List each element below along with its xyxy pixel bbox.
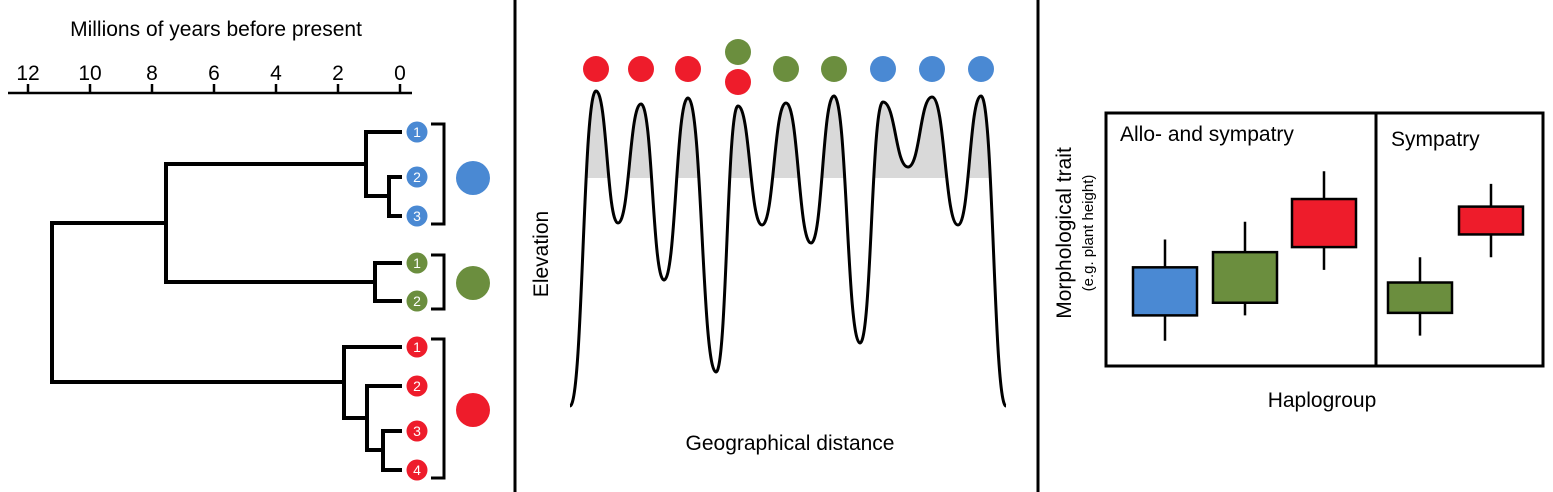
green-peak-dot: [773, 56, 799, 82]
blue-peak-dot: [968, 56, 994, 82]
time-tick-label: 4: [270, 62, 282, 85]
green-clade-bracket: [431, 253, 446, 311]
green-peak-dot: [725, 39, 751, 65]
panel-title-sympatry: Sympatry: [1391, 128, 1480, 151]
red-tip-circle: [406, 420, 428, 442]
ridge-fill: [575, 91, 995, 178]
green-tip-label: 2: [413, 293, 421, 309]
phylogeny-panel: Millions of years before present 12 10 8 6 4…: [8, 18, 490, 481]
red-peak-dot: [725, 69, 751, 95]
blue-peak-dot: [870, 56, 896, 82]
blue-tip-circle: [406, 121, 428, 143]
landscape-ylabel: Elevation: [530, 211, 553, 297]
boxplot-xlabel: Haplogroup: [1268, 389, 1377, 412]
boxplot-panel: Allo- and sympatry Sympatry Morphologica…: [1053, 111, 1545, 412]
green-box: [1386, 281, 1454, 315]
red-box: [1457, 205, 1525, 236]
blue-clade-bracket: [431, 122, 446, 226]
red-tip-circle: [406, 459, 428, 481]
tree-branch: [373, 261, 402, 303]
green-tip-circle: [406, 252, 428, 274]
red-tip-label: 3: [413, 423, 421, 439]
boxplot-ylabel-sub: (e.g. plant height): [1080, 175, 1097, 292]
blue-peak-dot: [919, 56, 945, 82]
red-peak-dot: [583, 56, 609, 82]
red-tip-circle: [406, 336, 428, 358]
blue-box: [1131, 266, 1199, 317]
blue-tip-circle: [406, 166, 428, 188]
green-tip-label: 1: [413, 255, 421, 271]
tree-branch: [50, 221, 346, 384]
time-tick-label: 8: [146, 62, 158, 85]
boxplot-frame: [1104, 111, 1545, 368]
red-peak-dot: [675, 56, 701, 82]
red-peak-dot: [628, 56, 654, 82]
green-clade-marker: [456, 266, 490, 300]
red-tip-label: 4: [413, 462, 421, 478]
blue-tip-label: 1: [413, 124, 421, 140]
tree-axis-title: Millions of years before present: [70, 18, 362, 41]
tree-branch: [342, 345, 402, 420]
tree-branch: [164, 162, 377, 284]
time-tick-label: 10: [78, 62, 101, 85]
time-tick-label: 12: [16, 62, 39, 85]
landscape-xlabel: Geographical distance: [686, 432, 895, 455]
time-tick-label: 0: [394, 62, 406, 85]
blue-tip-circle: [406, 205, 428, 227]
tree-branches: [50, 130, 402, 472]
green-peak-dot: [821, 56, 847, 82]
red-clade-bracket: [431, 337, 446, 480]
blue-tip-label: 2: [413, 169, 421, 185]
green-box: [1211, 250, 1279, 304]
blue-tip-label: 3: [413, 208, 421, 224]
time-axis: 12 10 8 6 4 2 0: [8, 62, 412, 95]
elevation-curve: [568, 89, 1008, 408]
clade-brackets: [431, 122, 490, 480]
time-tick-label: 6: [208, 62, 220, 85]
tree-tips: 1 2 3 1 2 1 2 3 4: [406, 121, 428, 481]
red-box: [1290, 197, 1358, 249]
green-tip-circle: [406, 290, 428, 312]
tree-branch: [381, 429, 402, 472]
boxes: [1131, 171, 1525, 341]
red-tip-label: 1: [413, 339, 421, 355]
time-tick-label: 2: [332, 62, 344, 85]
peak-dots: [583, 39, 994, 95]
landscape-panel: Elevation Geographical distance: [530, 39, 1008, 455]
blue-clade-marker: [456, 161, 490, 195]
red-tip-circle: [406, 375, 428, 397]
panel-title-allo-sympatry: Allo- and sympatry: [1120, 123, 1294, 146]
tree-branch: [364, 130, 402, 198]
red-clade-marker: [456, 393, 490, 427]
boxplot-ylabel: Morphological trait: [1053, 147, 1076, 319]
red-tip-label: 2: [413, 378, 421, 394]
